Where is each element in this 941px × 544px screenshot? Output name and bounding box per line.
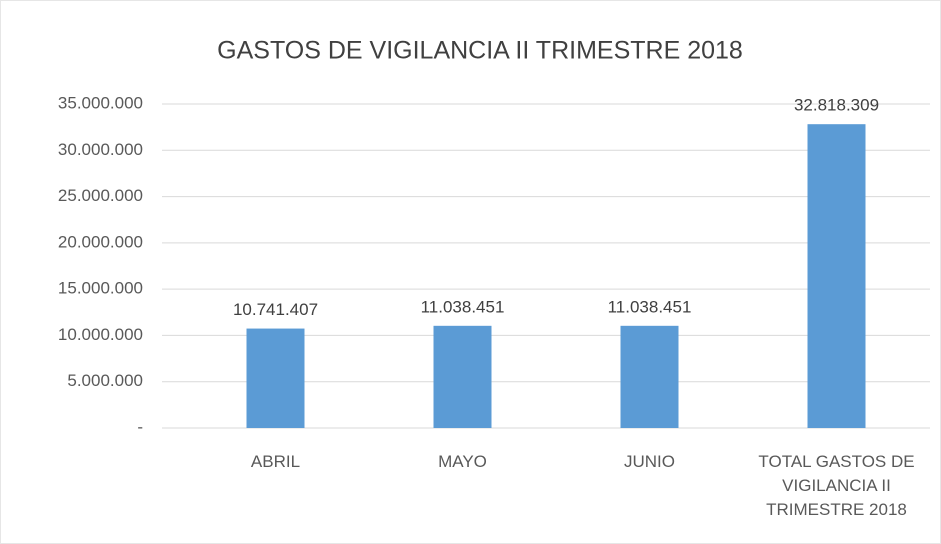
x-tick-label: MAYO xyxy=(438,452,487,471)
data-label: 32.818.309 xyxy=(794,96,879,115)
y-tick-label: 15.000.000 xyxy=(58,279,143,298)
x-tick-label: ABRIL xyxy=(250,452,301,471)
bar xyxy=(807,124,866,428)
y-tick-label: - xyxy=(137,417,143,436)
y-tick-label: 5.000.000 xyxy=(67,371,143,390)
data-label: 11.038.451 xyxy=(421,297,505,316)
y-tick-label: 10.000.000 xyxy=(58,325,143,344)
chart-title: GASTOS DE VIGILANCIA II TRIMESTRE 2018 xyxy=(217,37,743,65)
y-tick-label: 25.000.000 xyxy=(58,186,143,205)
data-label: 11.038.451 xyxy=(608,297,692,316)
x-tick-label: TOTAL GASTOS DE VIGILANCIA II TRIMESTRE … xyxy=(758,452,915,519)
bar xyxy=(246,328,305,428)
y-tick-label: 20.000.000 xyxy=(58,232,143,251)
bar xyxy=(433,325,492,428)
data-label: 10.741.407 xyxy=(233,300,318,319)
x-tick-label: JUNIO xyxy=(624,452,675,471)
y-tick-label: 35.000.000 xyxy=(58,93,143,112)
y-tick-label: 30.000.000 xyxy=(58,140,143,159)
bar xyxy=(620,325,679,428)
